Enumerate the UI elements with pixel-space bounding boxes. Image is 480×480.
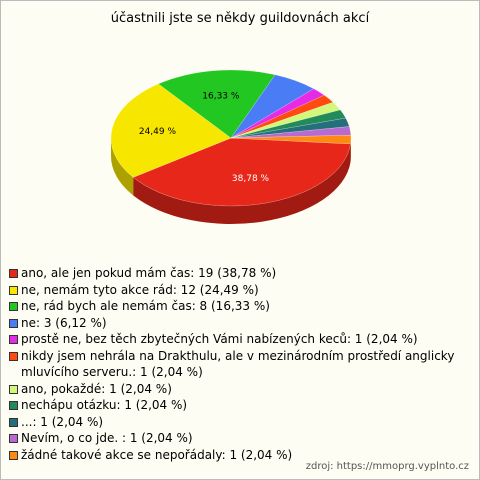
legend-label: ano, ale jen pokud mám čas: 19 (38,78 %) <box>21 266 277 280</box>
legend-label: ne, nemám tyto akce rád: 12 (24,49 %) <box>21 282 259 297</box>
value-label: 38,78 % <box>232 174 270 184</box>
slice <box>132 137 351 207</box>
slice <box>230 74 315 139</box>
slice <box>230 109 347 139</box>
legend-item: ne: 3 (6,12 %) <box>9 315 464 332</box>
legend-swatch <box>9 401 18 410</box>
slice <box>110 83 232 178</box>
legend-label: nechápu otázku: 1 (2,04 %) <box>21 398 188 412</box>
legend-label: ne, rád bych ale nemám čas: 8 (16,33 %) <box>21 299 270 313</box>
legend: ano, ale jen pokud mám čas: 19 (38,78 %)… <box>9 265 464 463</box>
slice-side <box>111 138 134 196</box>
slice <box>230 117 350 139</box>
legend-label: nikdy jsem nehrála na Drakthulu, ale v m… <box>21 348 455 380</box>
legend-item: ne, rád bych ale nemám čas: 8 (16,33 %) <box>9 298 464 315</box>
pie-area: 38,78 % 24,49 % 16,33 % <box>110 69 352 225</box>
legend-item: nikdy jsem nehrála na Drakthulu, ale v m… <box>9 348 464 381</box>
legend-swatch <box>9 417 18 427</box>
legend-swatch <box>9 351 18 361</box>
value-label: 24,49 % <box>139 127 177 137</box>
slice-side <box>133 143 351 225</box>
legend-label: ...: 1 (2,04 %) <box>21 414 104 429</box>
legend-swatch <box>9 450 18 460</box>
legend-item: prostě ne, bez těch zbytečných Vámi nabí… <box>9 331 464 348</box>
legend-label: ne: 3 (6,12 %) <box>21 315 107 330</box>
slice <box>230 134 352 145</box>
legend-swatch <box>9 335 18 344</box>
legend-swatch <box>9 318 18 328</box>
legend-item: nechápu otázku: 1 (2,04 %) <box>9 397 464 414</box>
slice <box>230 126 352 139</box>
legend-item: ano, pokaždé: 1 (2,04 %) <box>9 381 464 398</box>
legend-item: Nevím, o co jde. : 1 (2,04 %) <box>9 430 464 447</box>
legend-label: žádné takové akce se nepořádaly: 1 (2,04… <box>21 447 293 462</box>
slice <box>230 88 325 139</box>
legend-label: Nevím, o co jde. : 1 (2,04 %) <box>21 431 193 445</box>
chart-title: účastnili jste se někdy guildovnách akcí <box>110 11 370 26</box>
legend-swatch <box>9 384 18 394</box>
value-label: 16,33 % <box>202 92 240 102</box>
legend-item: ne, nemám tyto akce rád: 12 (24,49 %) <box>9 282 464 299</box>
legend-item: ...: 1 (2,04 %) <box>9 414 464 431</box>
legend-item: žádné takové akce se nepořádaly: 1 (2,04… <box>9 447 464 464</box>
slice <box>230 94 334 139</box>
legend-item: ano, ale jen pokud mám čas: 19 (38,78 %) <box>9 265 464 282</box>
legend-swatch <box>9 285 18 295</box>
legend-swatch <box>9 302 18 311</box>
source: zdroj: https://mmoprg.vyplnto.cz <box>305 461 469 472</box>
slice <box>157 69 276 139</box>
legend-label: ano, pokaždé: 1 (2,04 %) <box>21 381 172 396</box>
legend-swatch <box>9 269 18 278</box>
slice <box>230 101 341 139</box>
legend-swatch <box>9 434 18 443</box>
legend-label: prostě ne, bez těch zbytečných Vámi nabí… <box>21 332 418 346</box>
